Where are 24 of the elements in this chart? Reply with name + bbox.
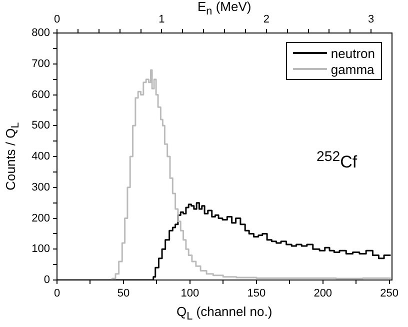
x2-tick-label: 1	[158, 13, 165, 26]
legend-label: neutron	[330, 46, 375, 60]
x-tick-label: 100	[180, 288, 200, 300]
x-tick-label: 250	[380, 288, 399, 300]
y-tick-label: 400	[32, 150, 50, 163]
y-tick-label: 600	[32, 88, 50, 101]
x-tick-label: 200	[314, 288, 332, 300]
y-tick-label: 100	[32, 243, 50, 256]
x2-tick-label: 0	[54, 13, 60, 26]
y-tick-label: 300	[32, 181, 50, 194]
y-tick-label: 200	[32, 212, 50, 224]
x2-axis-title: E$_{n}$ (MeV)	[198, 0, 252, 18]
annotation: $^{252}$Cf	[316, 148, 358, 172]
legend-label: gamma	[330, 62, 374, 76]
y-tick-label: 700	[32, 58, 50, 70]
y-tick-label: 0	[44, 274, 50, 286]
x-tick-label: 50	[117, 288, 130, 300]
y-tick-label: 500	[32, 120, 50, 132]
x-tick-label: 150	[247, 288, 266, 300]
x2-tick-label: 2	[263, 13, 270, 26]
y-tick-label: 800	[32, 27, 50, 40]
x-tick-label: 0	[54, 288, 60, 300]
x-axis-title: Q$_{L}$ (channel no.)	[176, 304, 272, 322]
x2-tick-label: 3	[368, 13, 374, 26]
